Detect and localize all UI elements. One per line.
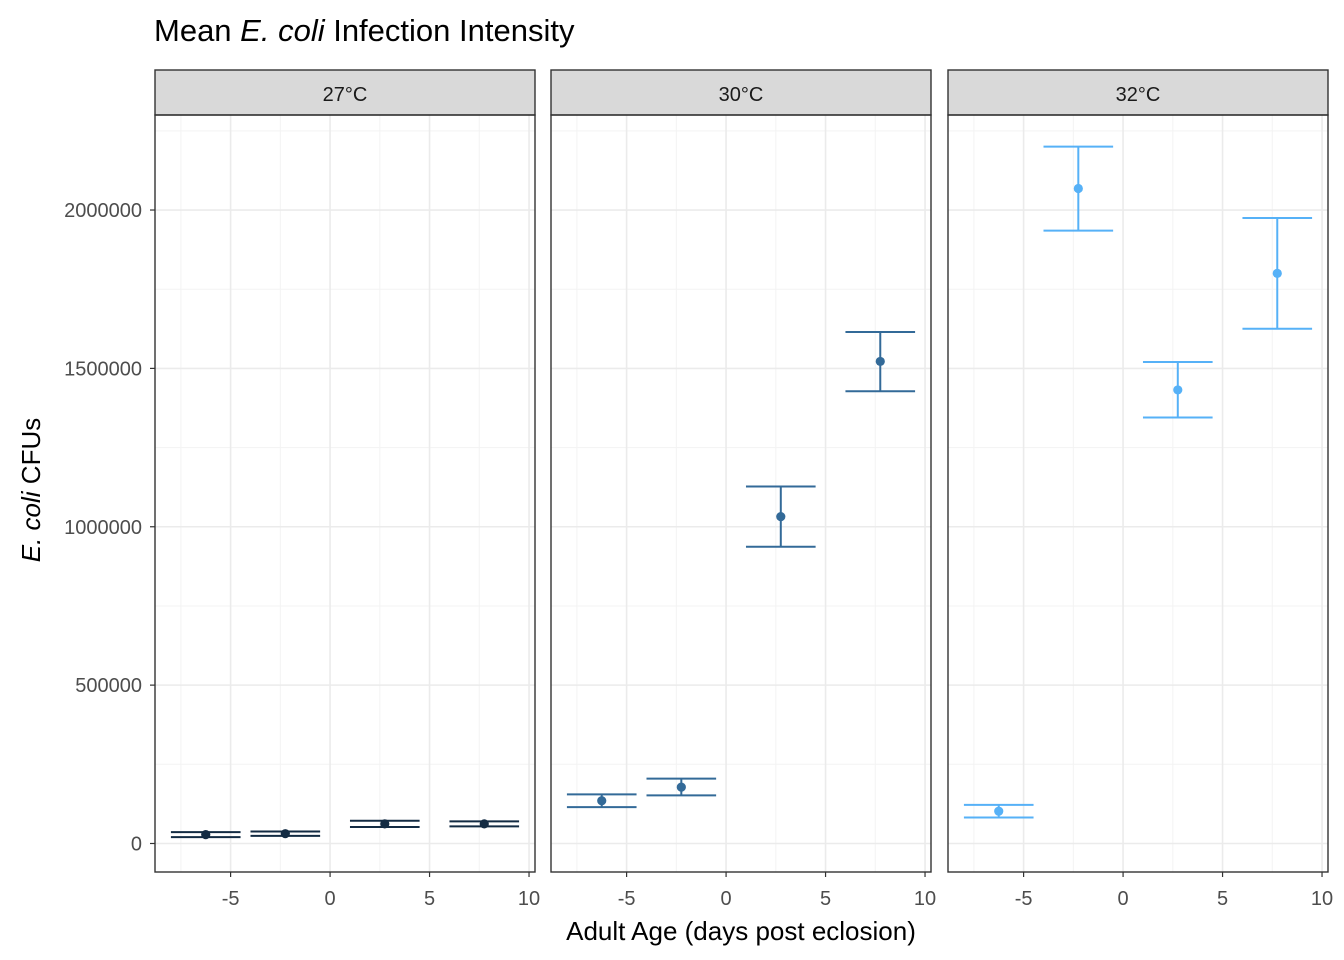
chart-title: Mean E. coli Infection Intensity: [154, 13, 575, 48]
title-part-1: Mean: [154, 13, 240, 48]
data-point: [994, 806, 1004, 816]
y-tick-label: 500000: [75, 675, 142, 697]
data-point: [479, 819, 489, 829]
facet-strip: [154, 69, 536, 116]
x-tick-label: 0: [721, 888, 732, 910]
data-point: [1272, 268, 1282, 278]
data-point: [380, 819, 390, 829]
facet-label: 27°C: [323, 84, 368, 106]
data-point: [1073, 183, 1083, 194]
panel-3: 32°C -5 0 5 10: [947, 69, 1333, 910]
title-part-3: Infection Intensity: [325, 13, 575, 48]
x-tick-label: 5: [1217, 888, 1228, 910]
data-point: [875, 356, 885, 367]
data-point: [280, 829, 290, 839]
panel-border: [550, 114, 932, 873]
y-title-part-2: CFUs: [16, 418, 46, 492]
y-axis-title: E. coli CFUs: [16, 418, 46, 562]
x-tick-label: -5: [222, 888, 240, 910]
y-tick-label: 1000000: [64, 517, 142, 539]
x-tick-label: 0: [325, 888, 336, 910]
x-tick-label: -5: [618, 888, 636, 910]
y-tick-label: 1500000: [64, 358, 142, 380]
panel-2: 30°C -5 0 5 10: [550, 69, 936, 910]
facet-label: 32°C: [1116, 84, 1161, 106]
facet-strip: [947, 69, 1329, 116]
data-point: [1173, 385, 1183, 395]
data-point: [597, 796, 607, 806]
y-tick-label: 0: [131, 833, 142, 855]
x-tick-label: 5: [820, 888, 831, 910]
data-point: [676, 782, 686, 792]
facet-label: 30°C: [719, 84, 764, 106]
y-title-part-italic: E. coli: [16, 490, 46, 562]
x-tick-label: 0: [1118, 888, 1129, 910]
panel-1: 27°C -5 0 5 10 0 500000 1000000 1500000 2000000: [64, 69, 540, 910]
plot-area: 27°C -5 0 5 10 0 500000 1000000 1500000 2000000 30…: [64, 69, 1333, 910]
x-tick-label: 10: [1311, 888, 1333, 910]
x-tick-label: 10: [914, 888, 936, 910]
x-tick-label: -5: [1015, 888, 1033, 910]
x-tick-label: 5: [424, 888, 435, 910]
title-part-italic: E. coli: [240, 13, 326, 48]
facet-strip: [550, 69, 932, 116]
data-point: [776, 512, 786, 522]
data-point: [201, 830, 211, 840]
x-axis-title: Adult Age (days post eclosion): [566, 916, 916, 946]
x-tick-label: 10: [518, 888, 540, 910]
y-tick-label: 2000000: [64, 200, 142, 222]
panel-border: [947, 114, 1329, 873]
panel-border: [154, 114, 536, 873]
